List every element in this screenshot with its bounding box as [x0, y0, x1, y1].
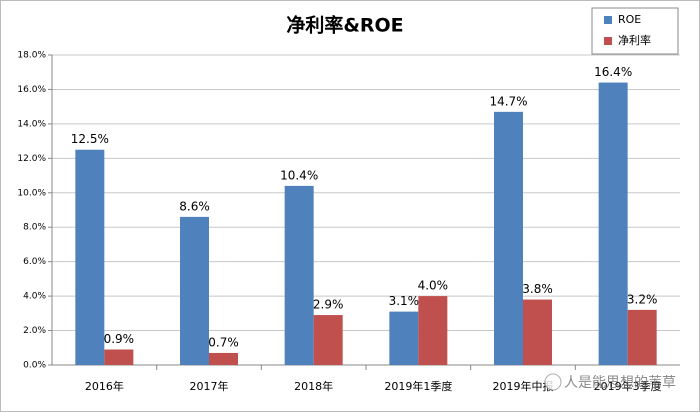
legend-swatch: [604, 16, 612, 24]
y-tick-label: 16.0%: [17, 85, 46, 95]
y-tick-label: 4.0%: [23, 292, 46, 302]
y-tick-label: 18.0%: [17, 51, 46, 61]
y-tick-label: 8.0%: [23, 223, 46, 233]
legend-box: [591, 7, 679, 55]
value-label: 16.4%: [594, 65, 632, 79]
bar: [627, 309, 657, 365]
bar: [494, 111, 523, 365]
y-tick-label: 2.0%: [23, 326, 46, 336]
x-tick-label: 2017年: [190, 379, 229, 393]
x-tick-label: 2016年: [85, 379, 124, 393]
bar: [180, 216, 209, 365]
y-tick-label: 14.0%: [17, 119, 46, 129]
value-label: 10.4%: [280, 168, 318, 182]
bar: [284, 185, 314, 365]
x-tick-label: 2018年: [294, 379, 333, 393]
watermark-icon: [544, 373, 562, 391]
value-label: 0.7%: [208, 335, 239, 349]
x-tick-label: 2019年1季度: [384, 379, 452, 393]
legend-swatch: [604, 37, 612, 45]
y-tick-label: 10.0%: [17, 188, 46, 198]
bar: [598, 82, 628, 366]
value-label: 4.0%: [418, 279, 449, 293]
value-label: 3.2%: [627, 292, 658, 306]
bar: [313, 315, 343, 365]
y-tick-label: 0.0%: [23, 361, 46, 371]
chart-title: 净利率&ROE: [286, 14, 403, 37]
value-label: 0.9%: [104, 332, 135, 346]
watermark: 人是能思想的苇草: [564, 375, 676, 391]
value-label: 8.6%: [179, 199, 210, 213]
bar: [418, 296, 448, 365]
value-label: 12.5%: [71, 132, 109, 146]
bar: [523, 299, 552, 365]
bar: [104, 349, 134, 365]
value-label: 14.7%: [489, 94, 527, 108]
value-label: 2.9%: [313, 298, 344, 312]
value-label: 3.8%: [522, 282, 553, 296]
legend-label: 净利率: [618, 33, 651, 47]
y-tick-label: 12.0%: [17, 154, 46, 164]
y-tick-label: 6.0%: [23, 257, 46, 267]
value-label: 3.1%: [389, 294, 420, 308]
legend-label: ROE: [618, 13, 641, 26]
x-tick-label: 2019年中报: [493, 379, 554, 393]
x-tick-label: 2019年3季度: [594, 379, 662, 393]
bar: [389, 311, 419, 365]
bar: [209, 352, 238, 365]
bar: [75, 149, 105, 365]
